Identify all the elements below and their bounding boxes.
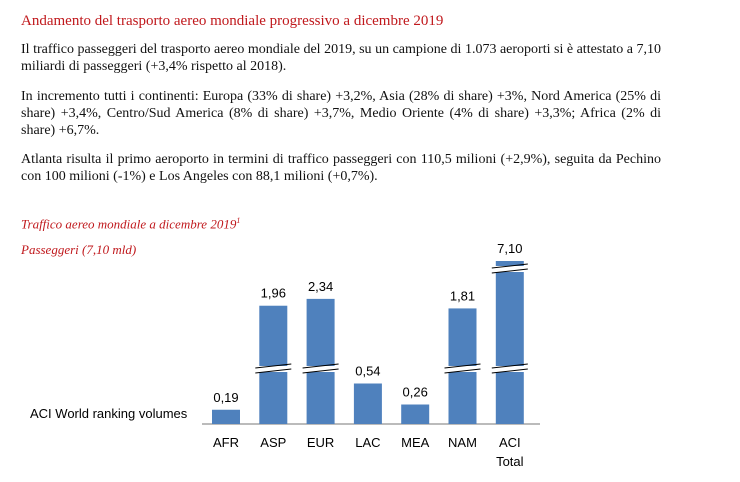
data-label-asp: 1,96 [261,286,286,301]
axis-break-mark-aci-1-a [491,263,528,269]
axis-break-mark-aci-0-b [491,368,528,374]
bar-eur [306,298,335,424]
axis-break-mark-asp-0-a [255,363,292,369]
category-sublabel-aci: Total [496,454,524,469]
category-label-mea: MEA [401,435,430,450]
data-label-eur: 2,34 [308,279,333,294]
axis-break-gap-aci-1 [492,266,527,272]
axis-break-gap-nam-0 [445,366,480,372]
bar-aci [495,261,524,424]
category-label-eur: EUR [307,435,334,450]
paragraph-global-traffic: Il traffico passeggeri del trasporto aer… [21,42,661,74]
bar-afr [212,409,240,424]
chart-caption-text: Traffico aereo mondiale a dicembre 2019 [21,216,237,232]
chart-caption-footnote: 1 [236,216,241,225]
chart-subtitle: Passeggeri (7,10 mld) [21,242,137,257]
data-label-lac: 0,54 [355,364,380,379]
category-label-aci: ACI [499,435,521,450]
data-label-mea: 0,26 [403,385,428,400]
data-label-afr: 0,19 [213,390,238,405]
category-label-afr: AFR [213,435,239,450]
category-label-nam: NAM [448,435,477,450]
chart-caption: Traffico aereo mondiale a dicembre 20191 [21,216,240,232]
axis-break-mark-nam-0-b [444,368,481,374]
document-title: Andamento del trasporto aereo mondiale p… [21,13,444,29]
y-axis-label: ACI World ranking volumes [30,406,188,421]
axis-break-mark-aci-0-a [491,363,528,369]
axis-break-mark-nam-0-a [444,363,481,369]
axis-break-mark-eur-0-b [302,368,339,374]
bar-mea [401,404,430,424]
bar-lac [353,383,382,424]
axis-break-mark-asp-0-b [255,368,292,374]
category-label-asp: ASP [260,435,286,450]
axis-break-mark-eur-0-a [302,363,339,369]
axis-break-mark-aci-1-b [491,268,528,274]
axis-break-gap-asp-0 [256,366,291,372]
data-label-nam: 1,81 [450,288,475,303]
paragraph-continents: In incremento tutti i continenti: Europa… [21,89,661,138]
data-label-aci: 7,10 [497,241,522,256]
axis-break-gap-eur-0 [303,366,338,372]
axis-break-gap-aci-0 [492,366,527,372]
paragraph-top-airports: Atlanta risulta il primo aeroporto in te… [21,152,661,184]
category-label-lac: LAC [355,435,380,450]
